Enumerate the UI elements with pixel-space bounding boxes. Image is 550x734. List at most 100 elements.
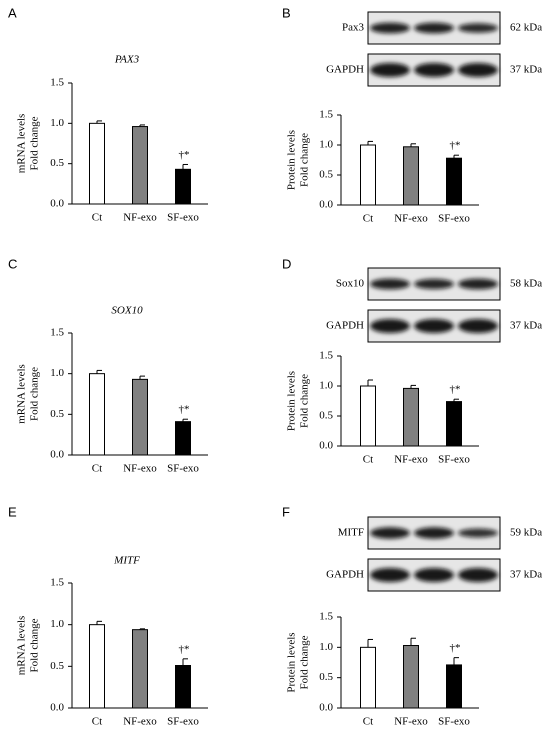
blot-band — [370, 319, 410, 333]
panel-letter: C — [8, 256, 17, 271]
panel-letter: E — [8, 504, 17, 519]
y-tick-label: 1.5 — [319, 350, 333, 362]
panel-letter: A — [8, 5, 17, 20]
y-axis-label: Protein levels — [286, 632, 298, 692]
significance-label: †* — [450, 642, 461, 654]
blot-band — [370, 568, 410, 582]
x-tick-label: NF-exo — [394, 454, 428, 466]
blot-kda: 58 kDa — [510, 278, 542, 290]
x-tick-label: SF-exo — [167, 212, 199, 224]
bar — [175, 421, 191, 456]
blot-kda: 37 kDa — [510, 569, 542, 581]
x-tick-label: SF-exo — [438, 454, 470, 466]
blot-band — [458, 63, 498, 77]
x-tick-label: SF-exo — [438, 213, 470, 225]
y-axis-label: Fold change — [29, 618, 41, 672]
x-tick-label: SF-exo — [167, 463, 199, 475]
x-tick-label: Ct — [92, 212, 102, 224]
blot-band — [414, 22, 454, 34]
y-tick-label: 1.0 — [319, 641, 333, 653]
blot-kda: 37 kDa — [510, 64, 542, 76]
significance-label: †* — [179, 404, 190, 416]
y-axis-label: Fold change — [29, 367, 41, 421]
x-tick-label: Ct — [363, 716, 373, 728]
blot-kda: 59 kDa — [510, 527, 542, 539]
x-tick-label: NF-exo — [123, 716, 157, 728]
y-tick-label: 1.0 — [50, 117, 64, 129]
y-axis-label: Fold change — [299, 374, 311, 428]
y-axis-label: mRNA levels — [16, 114, 28, 174]
y-tick-label: 0.0 — [50, 702, 64, 714]
blot-kda: 37 kDa — [510, 320, 542, 332]
x-tick-label: SF-exo — [167, 716, 199, 728]
bar — [175, 665, 191, 709]
y-axis-label: Fold change — [29, 116, 41, 170]
bar — [446, 401, 462, 447]
bar — [175, 168, 191, 205]
bar — [132, 378, 148, 456]
bar — [132, 126, 148, 205]
y-axis-label: mRNA levels — [16, 616, 28, 676]
y-tick-label: 0.5 — [50, 157, 64, 169]
y-axis-label: Fold change — [299, 133, 311, 187]
blot-band — [414, 278, 454, 290]
significance-label: †* — [179, 149, 190, 161]
y-tick-label: 0.0 — [50, 449, 64, 461]
y-tick-label: 0.0 — [319, 440, 333, 452]
blot-label: GAPDH — [326, 569, 364, 581]
y-tick-label: 0.5 — [319, 671, 333, 683]
blot-band — [370, 63, 410, 77]
y-tick-label: 1.5 — [50, 327, 64, 339]
y-tick-label: 1.0 — [319, 139, 333, 151]
blot-band — [458, 278, 498, 290]
x-tick-label: Ct — [92, 463, 102, 475]
panel-letter: B — [282, 5, 291, 20]
blot-band — [458, 319, 498, 333]
x-tick-label: NF-exo — [394, 213, 428, 225]
y-tick-label: 0.0 — [319, 199, 333, 211]
blot-label: Sox10 — [336, 278, 365, 290]
y-tick-label: 0.0 — [50, 198, 64, 210]
y-tick-label: 1.5 — [319, 109, 333, 121]
chart-title: MITF — [113, 555, 140, 567]
blot-band — [370, 527, 410, 539]
blot-band — [458, 528, 498, 538]
blot-label: Pax3 — [342, 22, 365, 34]
y-tick-label: 1.0 — [50, 367, 64, 379]
x-tick-label: NF-exo — [123, 463, 157, 475]
bar — [89, 624, 105, 709]
blot-band — [458, 568, 498, 582]
x-tick-label: Ct — [92, 716, 102, 728]
blot-band — [370, 22, 410, 34]
x-tick-label: Ct — [363, 213, 373, 225]
y-tick-label: 0.5 — [319, 169, 333, 181]
y-tick-label: 0.5 — [50, 408, 64, 420]
blot-band — [414, 527, 454, 539]
bar — [360, 385, 376, 447]
bar — [360, 144, 376, 206]
blot-band — [370, 278, 410, 290]
blot-kda: 62 kDa — [510, 22, 542, 34]
y-tick-label: 1.5 — [50, 77, 64, 89]
blot-band — [414, 63, 454, 77]
y-tick-label: 1.5 — [50, 577, 64, 589]
y-axis-label: mRNA levels — [16, 364, 28, 424]
y-tick-label: 0.0 — [319, 702, 333, 714]
significance-label: †* — [450, 140, 461, 152]
significance-label: †* — [179, 643, 190, 655]
bar — [89, 122, 105, 205]
y-axis-label: Protein levels — [286, 371, 298, 431]
y-axis-label: Protein levels — [286, 130, 298, 190]
y-tick-label: 0.5 — [319, 410, 333, 422]
y-tick-label: 1.5 — [319, 611, 333, 623]
y-tick-label: 1.0 — [319, 380, 333, 392]
bar — [403, 387, 419, 447]
bar — [360, 646, 376, 709]
bar — [132, 629, 148, 709]
x-tick-label: NF-exo — [394, 716, 428, 728]
panel-letter: D — [282, 256, 291, 271]
bar — [403, 146, 419, 206]
bar — [446, 157, 462, 206]
chart-title: PAX3 — [114, 54, 140, 66]
